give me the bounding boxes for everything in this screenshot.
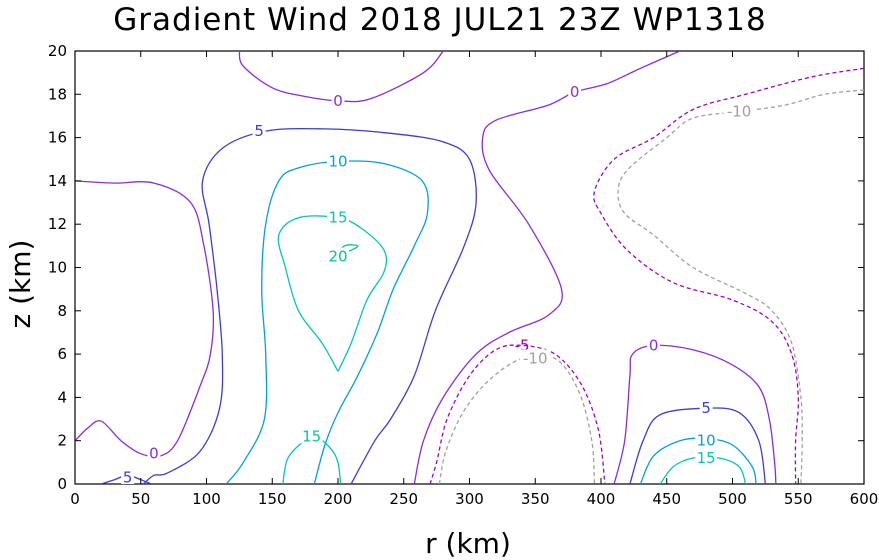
chart-title: Gradient Wind 2018 JUL21 23Z WP1318	[113, 2, 766, 38]
contour-line-13	[594, 68, 864, 484]
y-tick-label-5: 10	[48, 259, 67, 277]
y-tick-label-6: 12	[48, 215, 67, 233]
x-tick-label-1: 50	[131, 490, 150, 508]
contour-line-16	[439, 355, 594, 484]
x-tick-label-0: 0	[70, 490, 80, 508]
x-axis-title: r (km)	[425, 527, 511, 560]
x-tick-label-7: 350	[521, 490, 550, 508]
y-tick-label-7: 14	[48, 172, 67, 190]
contour-label-4: 5	[254, 122, 264, 140]
y-tick-label-9: 18	[48, 85, 67, 103]
y-tick-label-4: 8	[57, 302, 67, 320]
y-tick-label-3: 6	[57, 345, 67, 363]
contour-label-15: -10	[727, 103, 752, 121]
x-tick-label-8: 400	[587, 490, 616, 508]
y-tick-label-2: 4	[57, 388, 67, 406]
contour-label-5: 5	[701, 399, 711, 417]
contour-label-3: 0	[649, 336, 659, 354]
contour-label-6: 5	[123, 469, 133, 487]
contour-label-16: -10	[523, 349, 548, 367]
x-tick-label-3: 150	[258, 490, 287, 508]
contour-line-15	[618, 90, 864, 484]
contour-label-10: 15	[302, 427, 321, 445]
contour-label-8: 10	[697, 432, 716, 450]
y-tick-label-8: 16	[48, 129, 67, 147]
y-axis-title: z (km)	[4, 240, 37, 329]
contour-label-7: 10	[328, 152, 347, 170]
contour-label-2: 0	[570, 83, 580, 101]
contour-label-11: 15	[697, 449, 716, 467]
x-tick-label-11: 550	[784, 490, 813, 508]
x-tick-label-4: 200	[324, 490, 353, 508]
x-tick-label-10: 500	[718, 490, 747, 508]
contour-line-1	[75, 181, 213, 457]
x-tick-label-12: 600	[850, 490, 879, 508]
contour-label-0: 0	[333, 92, 343, 110]
y-tick-label-0: 0	[57, 475, 67, 493]
contour-label-9: 15	[328, 209, 347, 227]
contour-chart: Gradient Wind 2018 JUL21 23Z WP1318 0000…	[0, 0, 879, 560]
x-tick-label-2: 100	[192, 490, 221, 508]
contour-label-1: 0	[149, 445, 159, 463]
x-tick-label-6: 300	[455, 490, 484, 508]
x-tick-label-9: 450	[652, 490, 681, 508]
y-tick-label-10: 20	[48, 42, 67, 60]
x-tick-label-5: 250	[389, 490, 418, 508]
y-tick-label-1: 2	[57, 432, 67, 450]
contour-line-14	[430, 345, 605, 484]
contour-line-3	[614, 345, 776, 484]
contour-label-12: 20	[328, 248, 347, 266]
